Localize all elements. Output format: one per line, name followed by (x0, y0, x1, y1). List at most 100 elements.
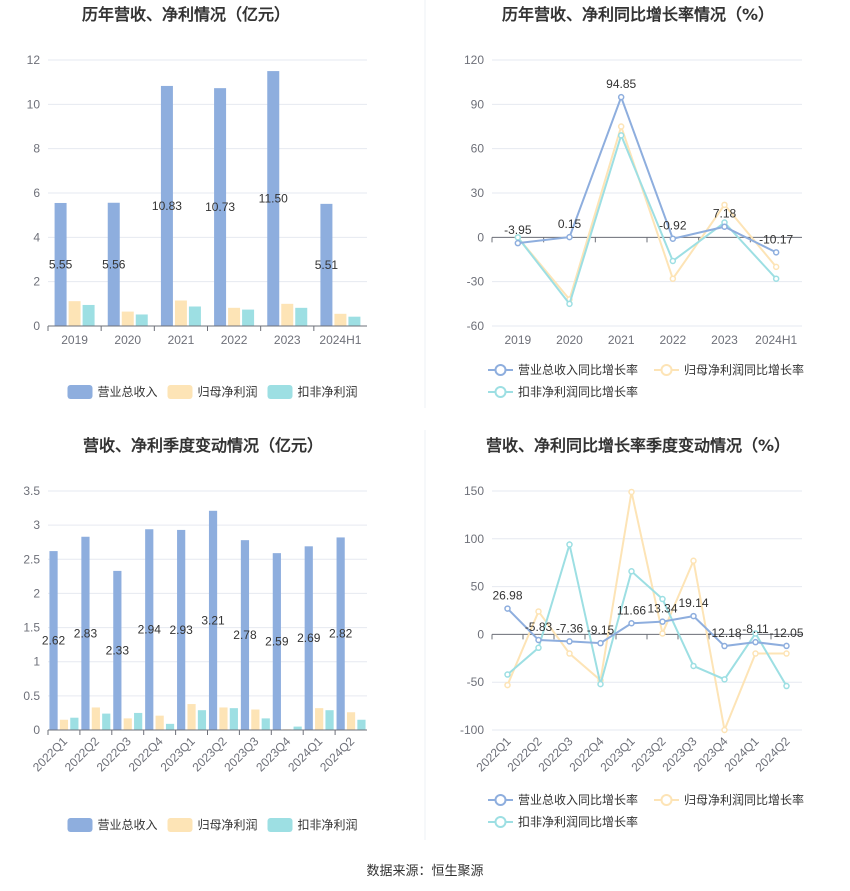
legend-label[interactable]: 营业总收入 (98, 385, 158, 399)
bar-deducted-profit[interactable] (188, 306, 201, 326)
bar-parent-profit[interactable] (121, 311, 134, 326)
data-point[interactable] (783, 682, 790, 690)
data-point[interactable] (628, 620, 635, 627)
bar-parent-profit[interactable] (123, 718, 132, 730)
bar-deducted-profit[interactable] (229, 708, 238, 730)
data-point[interactable] (628, 488, 635, 496)
bar-deducted-profit[interactable] (135, 314, 148, 326)
bar-revenue[interactable] (336, 537, 345, 730)
series-line-parent-growth[interactable] (506, 491, 787, 734)
data-point[interactable] (669, 235, 677, 242)
bar-parent-profit[interactable] (59, 719, 69, 730)
bar-revenue[interactable] (145, 529, 154, 730)
data-point[interactable] (690, 612, 697, 620)
series-line-parent-growth[interactable] (517, 123, 777, 302)
data-point[interactable] (566, 233, 573, 241)
data-point[interactable] (504, 681, 511, 689)
legend-label[interactable]: 营业总收入同比增长率 (518, 362, 638, 377)
bar-parent-profit[interactable] (251, 709, 260, 730)
legend-label[interactable]: 扣非净利润 (298, 385, 358, 399)
data-point[interactable] (566, 541, 573, 548)
data-point[interactable] (504, 671, 511, 678)
data-point[interactable] (566, 300, 573, 308)
data-point[interactable] (597, 680, 604, 688)
bar-parent-profit[interactable] (187, 704, 196, 730)
data-point[interactable] (721, 201, 728, 209)
bar-deducted-profit[interactable] (242, 309, 255, 326)
data-point[interactable] (617, 93, 625, 101)
series-line-revenue-growth[interactable] (506, 607, 787, 648)
data-point[interactable] (566, 650, 573, 657)
series-line-deducted-growth[interactable] (506, 540, 788, 687)
data-point[interactable] (772, 249, 780, 256)
bar-deducted-profit[interactable] (134, 712, 143, 730)
bar-parent-profit[interactable] (228, 307, 241, 326)
bar-deducted-profit[interactable] (261, 718, 270, 730)
legend-label[interactable]: 归母净利润同比增长率 (684, 362, 804, 377)
data-point[interactable] (535, 644, 542, 652)
legend-label[interactable]: 扣非净利润同比增长率 (518, 384, 638, 399)
data-point[interactable] (783, 650, 790, 657)
data-point[interactable] (617, 123, 625, 130)
bar-deducted-profit[interactable] (165, 723, 175, 730)
series-line-revenue-growth[interactable] (517, 94, 777, 254)
bar-deducted-profit[interactable] (295, 307, 308, 326)
bar-deducted-profit[interactable] (197, 710, 207, 730)
data-point[interactable] (514, 239, 522, 247)
data-point[interactable] (535, 608, 542, 615)
data-point[interactable] (772, 263, 780, 271)
bar-revenue[interactable] (177, 529, 186, 730)
bar-revenue[interactable] (54, 202, 67, 326)
bar-parent-profit[interactable] (346, 712, 356, 730)
bar-parent-profit[interactable] (315, 708, 324, 730)
data-point[interactable] (752, 630, 759, 637)
data-point[interactable] (721, 223, 728, 230)
legend-label[interactable]: 扣非净利润同比增长率 (518, 814, 638, 829)
data-point[interactable] (669, 275, 677, 282)
legend-label[interactable]: 归母净利润 (198, 385, 258, 399)
data-point[interactable] (566, 638, 573, 645)
data-point[interactable] (721, 726, 728, 734)
bar-parent-profit[interactable] (174, 300, 187, 326)
bar-deducted-profit[interactable] (348, 316, 361, 326)
bar-parent-profit[interactable] (334, 313, 347, 326)
legend-label[interactable]: 归母净利润同比增长率 (684, 792, 804, 807)
bar-revenue[interactable] (304, 546, 313, 730)
data-point[interactable] (721, 676, 728, 683)
data-point[interactable] (752, 650, 759, 657)
data-point[interactable] (628, 568, 635, 575)
data-point[interactable] (659, 595, 666, 603)
bar-revenue[interactable] (113, 570, 122, 730)
data-point[interactable] (617, 132, 625, 139)
bar-deducted-profit[interactable] (325, 710, 334, 730)
bar-parent-profit[interactable] (91, 707, 100, 730)
bar-revenue[interactable] (107, 202, 120, 326)
data-point[interactable] (783, 642, 790, 650)
bar-parent-profit[interactable] (155, 715, 164, 730)
data-point[interactable] (721, 642, 728, 650)
bar-revenue[interactable] (49, 551, 58, 730)
data-point[interactable] (659, 630, 666, 637)
data-point[interactable] (772, 275, 780, 282)
bar-revenue[interactable] (240, 540, 250, 730)
bar-deducted-profit[interactable] (102, 713, 111, 730)
bar-deducted-profit[interactable] (70, 717, 79, 730)
data-point[interactable] (514, 234, 522, 241)
bar-revenue[interactable] (214, 88, 227, 326)
bar-deducted-profit[interactable] (82, 304, 95, 326)
bar-parent-profit[interactable] (68, 301, 81, 326)
bar-revenue[interactable] (160, 85, 173, 326)
data-point[interactable] (597, 639, 604, 647)
data-point[interactable] (504, 605, 511, 612)
data-point[interactable] (535, 636, 542, 644)
bar-revenue[interactable] (320, 203, 333, 326)
data-point[interactable] (690, 557, 697, 565)
data-point[interactable] (659, 618, 666, 625)
bar-deducted-profit[interactable] (293, 726, 302, 730)
legend-label[interactable]: 营业总收入同比增长率 (518, 792, 638, 807)
bar-deducted-profit[interactable] (357, 719, 366, 730)
bar-revenue[interactable] (208, 510, 218, 730)
legend-label[interactable]: 扣非净利润 (298, 818, 358, 832)
bar-revenue[interactable] (267, 71, 280, 326)
data-point[interactable] (669, 257, 677, 265)
